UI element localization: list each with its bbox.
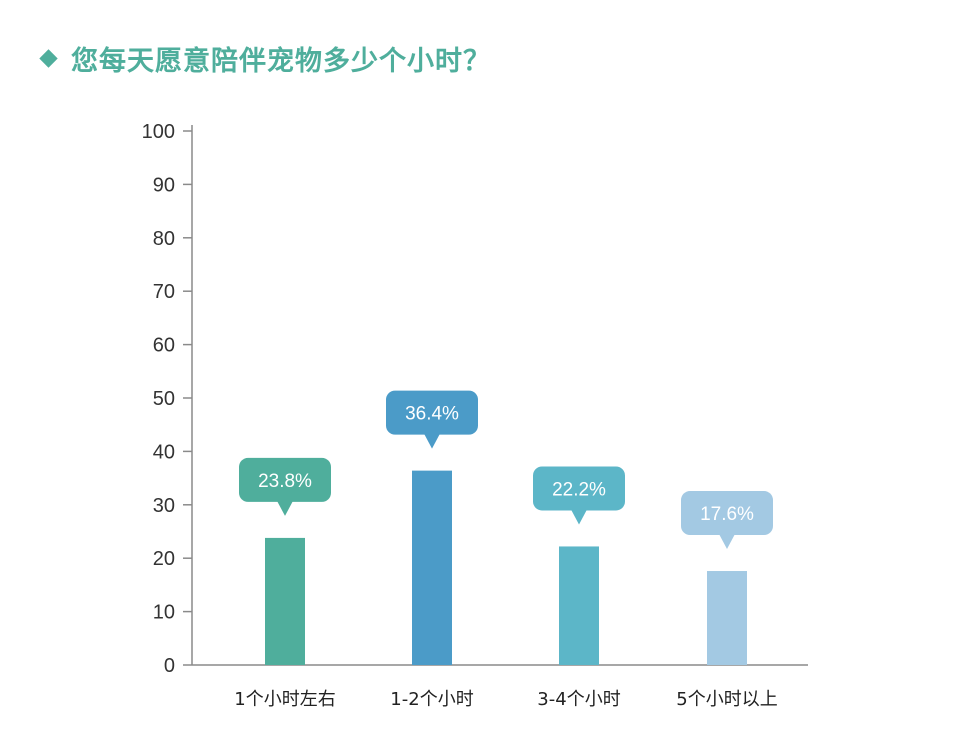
y-axis: 0 10 20 30 40 50 60 70 80 90 100 [142, 121, 193, 677]
data-label-callout: 23.8% [239, 457, 331, 516]
y-tick-label: 20 [153, 548, 175, 570]
y-tick-label: 60 [153, 335, 175, 357]
x-category-label: 3-4个小时 [537, 689, 620, 710]
callout-bubble [533, 466, 625, 511]
callout-bubble [681, 491, 773, 536]
data-label: 36.4% [405, 404, 459, 425]
chart-title-row: 您每天愿意陪伴宠物多少个小时？ [38, 36, 491, 80]
x-category-label: 1-2个小时 [390, 689, 473, 710]
y-tick-label: 10 [153, 602, 175, 624]
data-label-callout: 22.2% [533, 466, 625, 525]
data-label-callout: 36.4% [386, 390, 478, 449]
data-label: 22.2% [552, 479, 606, 500]
y-tick-label: 90 [153, 174, 175, 196]
y-tick-label: 30 [153, 495, 175, 517]
y-tick-label: 0 [164, 655, 175, 677]
chart-title: 您每天愿意陪伴宠物多少个小时？ [71, 45, 491, 77]
y-tick-label: 50 [153, 388, 175, 410]
y-tick-label: 100 [142, 121, 175, 143]
callout-bubble [386, 390, 478, 435]
y-tick-label: 40 [153, 441, 175, 463]
bar [559, 546, 599, 665]
callout-pointer [424, 433, 440, 449]
data-label: 23.8% [258, 471, 312, 492]
y-tick-label: 80 [153, 228, 175, 250]
x-category-label: 1个小时左右 [234, 689, 335, 710]
callout-bubble [239, 457, 331, 502]
x-axis: 1个小时左右 1-2个小时 3-4个小时 5个小时以上 [192, 664, 808, 710]
bar [707, 571, 747, 665]
callout-pointer [571, 509, 587, 525]
x-category-label: 5个小时以上 [676, 689, 777, 710]
bar [412, 470, 452, 665]
callout-pointer [277, 500, 293, 516]
bars [265, 470, 747, 665]
data-labels: 23.8% 36.4% 22.2% 17.6% [239, 390, 773, 550]
callout-pointer [719, 534, 735, 550]
data-label-callout: 17.6% [681, 491, 773, 550]
bar [265, 537, 305, 665]
y-tick-label: 70 [153, 281, 175, 303]
data-label: 17.6% [700, 504, 754, 525]
